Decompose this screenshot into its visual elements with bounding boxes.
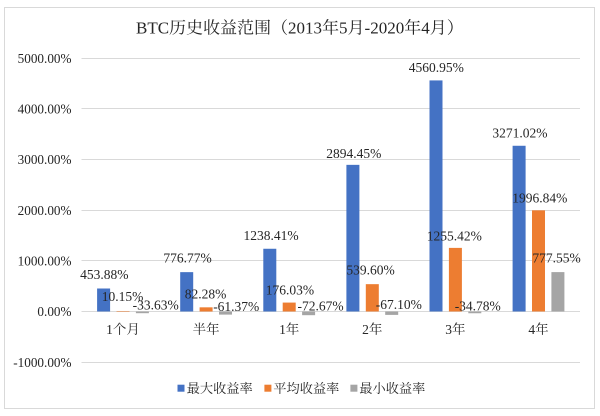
svg-text:-33.63%: -33.63%: [133, 297, 179, 312]
svg-text:3000.00%: 3000.00%: [18, 152, 72, 167]
svg-text:1: 1: [279, 322, 286, 337]
svg-text:-61.37%: -61.37%: [213, 299, 259, 314]
svg-text:2020: 2020: [370, 19, 404, 38]
svg-text:5000.00%: 5000.00%: [18, 51, 72, 66]
svg-text:4560.95%: 4560.95%: [409, 60, 464, 75]
svg-text:5: 5: [339, 19, 348, 38]
svg-text:2: 2: [362, 322, 369, 337]
svg-text:777.55%: 777.55%: [532, 251, 580, 266]
svg-text:2894.45%: 2894.45%: [326, 146, 381, 161]
svg-text:-67.10%: -67.10%: [376, 297, 422, 312]
svg-text:1: 1: [106, 322, 113, 337]
svg-text:4: 4: [528, 322, 535, 337]
svg-text:3271.02%: 3271.02%: [492, 126, 547, 141]
svg-text:82.28%: 82.28%: [185, 286, 227, 301]
svg-text:0.00%: 0.00%: [37, 304, 71, 319]
svg-text:BTC: BTC: [136, 19, 169, 38]
svg-text:1996.84%: 1996.84%: [512, 191, 567, 206]
svg-text:4: 4: [421, 19, 430, 38]
svg-text:-34.78%: -34.78%: [455, 299, 501, 314]
svg-text:1238.41%: 1238.41%: [243, 228, 298, 243]
svg-text:453.88%: 453.88%: [80, 267, 128, 282]
svg-text:-1000.00%: -1000.00%: [13, 355, 71, 370]
svg-text:10.15%: 10.15%: [102, 289, 144, 304]
svg-text:-72.67%: -72.67%: [298, 299, 344, 314]
svg-text:539.60%: 539.60%: [346, 262, 394, 277]
svg-text:1000.00%: 1000.00%: [18, 254, 72, 269]
svg-text:2000.00%: 2000.00%: [18, 203, 72, 218]
svg-text:2013: 2013: [288, 19, 322, 38]
svg-text:-: -: [365, 19, 371, 38]
svg-text:1255.42%: 1255.42%: [427, 229, 482, 244]
svg-text:4000.00%: 4000.00%: [18, 102, 72, 117]
svg-text:176.03%: 176.03%: [266, 283, 314, 298]
svg-text:776.77%: 776.77%: [163, 251, 211, 266]
svg-text:3: 3: [445, 322, 452, 337]
